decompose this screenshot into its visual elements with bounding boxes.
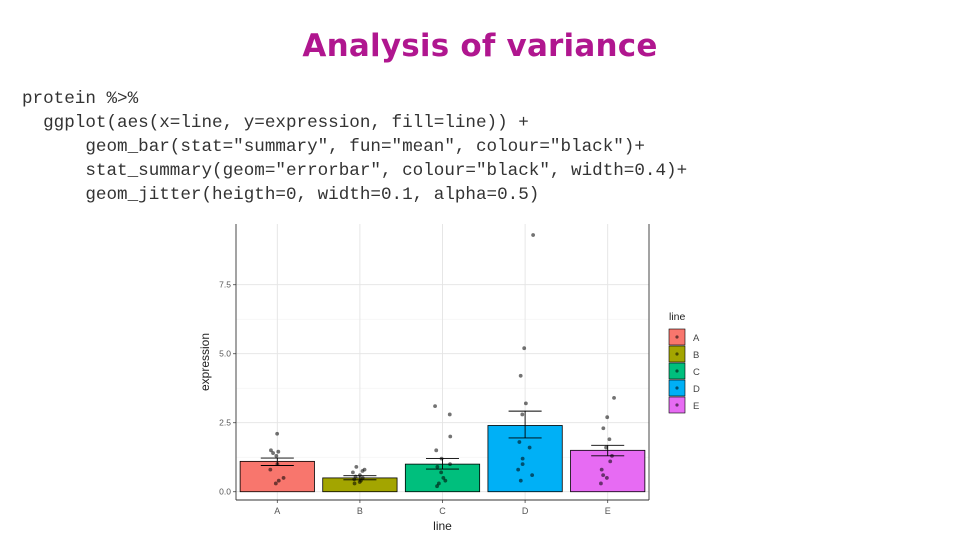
y-tick-label: 7.5	[219, 280, 231, 290]
code-line: geom_bar(stat="summary", fun="mean", col…	[22, 137, 645, 157]
x-tick-label: E	[605, 506, 611, 516]
data-point	[520, 412, 525, 417]
data-point	[274, 453, 279, 458]
data-point	[268, 467, 273, 472]
x-tick-label: C	[439, 506, 446, 516]
data-point	[599, 481, 603, 486]
data-point	[276, 449, 281, 454]
data-point	[601, 473, 606, 478]
data-point	[522, 346, 527, 351]
y-tick-label: 0.0	[219, 487, 231, 497]
legend-key-point	[675, 386, 679, 390]
data-point	[439, 470, 444, 475]
legend-label: B	[693, 350, 699, 361]
legend-title: line	[669, 311, 686, 323]
data-point	[520, 456, 525, 461]
data-point	[517, 440, 522, 444]
x-tick-label: B	[357, 506, 363, 516]
data-point	[523, 401, 528, 406]
data-point	[281, 476, 286, 480]
data-point	[608, 459, 613, 464]
data-point	[433, 404, 437, 409]
data-point	[605, 415, 610, 420]
data-point	[435, 464, 440, 469]
legend-label: A	[693, 333, 700, 344]
data-point	[439, 456, 444, 461]
data-point	[351, 470, 355, 475]
x-tick-label: D	[522, 506, 529, 516]
data-point	[275, 462, 280, 467]
data-point	[518, 478, 523, 483]
data-point	[435, 484, 439, 489]
data-point	[448, 434, 453, 439]
y-tick-label: 2.5	[219, 418, 231, 428]
legend-label: E	[693, 401, 699, 412]
data-point	[448, 462, 452, 467]
data-point	[607, 437, 612, 442]
data-point	[527, 445, 532, 450]
y-tick-label: 5.0	[219, 349, 231, 359]
data-point	[610, 453, 614, 458]
data-point	[275, 431, 280, 436]
data-point	[443, 478, 448, 483]
data-point	[530, 473, 535, 478]
data-point	[360, 476, 365, 480]
code-line: geom_jitter(heigth=0, width=0.1, alpha=0…	[22, 185, 540, 205]
data-point	[269, 448, 273, 453]
legend-key-point	[675, 352, 679, 356]
data-point	[604, 476, 609, 480]
legend-key-point	[675, 369, 679, 373]
data-point	[599, 467, 604, 472]
code-line: protein %>%	[22, 89, 139, 109]
legend-key-point	[675, 403, 679, 407]
data-point	[273, 481, 278, 486]
slide-title: Analysis of variance	[302, 28, 658, 64]
x-axis-title: line	[433, 519, 452, 533]
data-point	[434, 448, 439, 453]
data-point	[357, 473, 362, 478]
x-tick-label: A	[274, 506, 280, 516]
legend-label: D	[693, 384, 700, 395]
data-point	[516, 467, 521, 472]
data-point	[520, 462, 525, 467]
data-point	[518, 373, 523, 378]
data-point	[531, 233, 536, 237]
bar	[570, 449, 646, 493]
data-point	[612, 395, 616, 400]
data-point	[276, 478, 281, 483]
data-point	[441, 476, 446, 480]
data-point	[604, 445, 608, 450]
data-point	[352, 477, 357, 482]
code-line: stat_summary(geom="errorbar", colour="bl…	[22, 161, 688, 181]
data-point	[352, 481, 357, 486]
data-point	[357, 480, 362, 484]
legend-label: C	[693, 367, 700, 378]
data-point	[271, 451, 275, 455]
legend-key-point	[675, 335, 679, 339]
data-point	[360, 469, 365, 473]
data-point	[601, 426, 606, 431]
data-point	[436, 481, 441, 486]
data-point	[354, 464, 359, 469]
y-axis-title: expression	[198, 333, 212, 391]
code-line: ggplot(aes(x=line, y=expression, fill=li…	[22, 113, 529, 133]
data-point	[447, 412, 452, 417]
code-block: protein %>% ggplot(aes(x=line, y=express…	[22, 87, 687, 207]
bar	[239, 460, 315, 493]
